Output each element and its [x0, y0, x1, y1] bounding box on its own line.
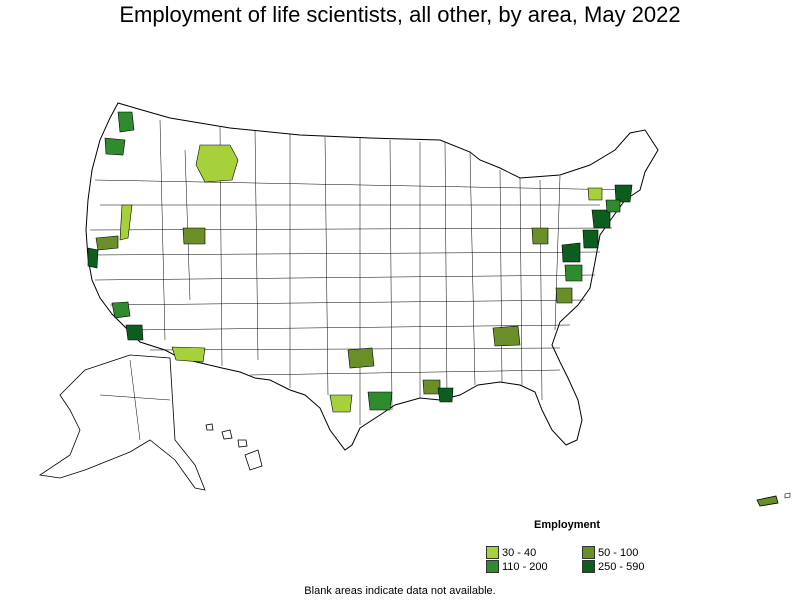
area-albany [587, 187, 603, 201]
area-dallas [347, 347, 375, 369]
area-baton-rouge [422, 379, 441, 395]
area-western-montana [195, 144, 239, 183]
area-san-diego [125, 324, 144, 341]
legend-label-1: 30 - 40 [502, 546, 537, 559]
legend-label-4: 250 - 590 [598, 560, 645, 573]
area-sf-bay [87, 247, 99, 269]
legend-label-3: 110 - 200 [502, 560, 548, 573]
area-southern-arizona [171, 346, 206, 363]
puerto-rico [756, 495, 779, 507]
area-sacramento [95, 235, 119, 251]
map-title: Employment of life scientists, all other… [119, 2, 681, 27]
area-austin [329, 394, 353, 413]
legend-swatch-3 [486, 560, 499, 573]
area-salt-lake [182, 227, 206, 245]
area-houston [367, 391, 393, 411]
area-reno [119, 204, 133, 241]
legend-item-2: 50 - 100 [582, 546, 638, 559]
legend-label-2: 50 - 100 [598, 546, 639, 559]
legend-swatch-4 [582, 560, 595, 573]
area-seattle [117, 111, 135, 133]
legend-swatch-1 [486, 546, 499, 559]
legend-swatch-2 [582, 546, 595, 559]
contiguous-us-outline [85, 102, 659, 451]
area-richmond [564, 264, 583, 282]
virgin-islands [784, 492, 791, 499]
footnote: Blank areas indicate data not available. [304, 585, 496, 597]
alaska-divider [99, 359, 171, 441]
legend-item-1: 30 - 40 [486, 546, 536, 559]
area-los-angeles [111, 301, 131, 319]
alaska-outline [38, 354, 206, 491]
shaded-areas [87, 111, 633, 413]
hawaii-islands [205, 423, 263, 471]
area-portland [104, 137, 126, 156]
area-raleigh [555, 287, 573, 304]
area-connecticut [605, 199, 621, 213]
legend-item-4: 250 - 590 [582, 560, 644, 573]
area-new-orleans [437, 387, 454, 403]
area-atlanta [492, 325, 521, 347]
legend-item-3: 110 - 200 [486, 560, 548, 573]
area-philadelphia [582, 229, 599, 249]
area-dc-baltimore [561, 242, 581, 263]
area-new-york [591, 209, 611, 229]
area-boston [614, 184, 633, 203]
legend-title: Employment [534, 519, 601, 531]
area-pittsburgh [531, 227, 549, 245]
area-boundaries [89, 119, 631, 425]
